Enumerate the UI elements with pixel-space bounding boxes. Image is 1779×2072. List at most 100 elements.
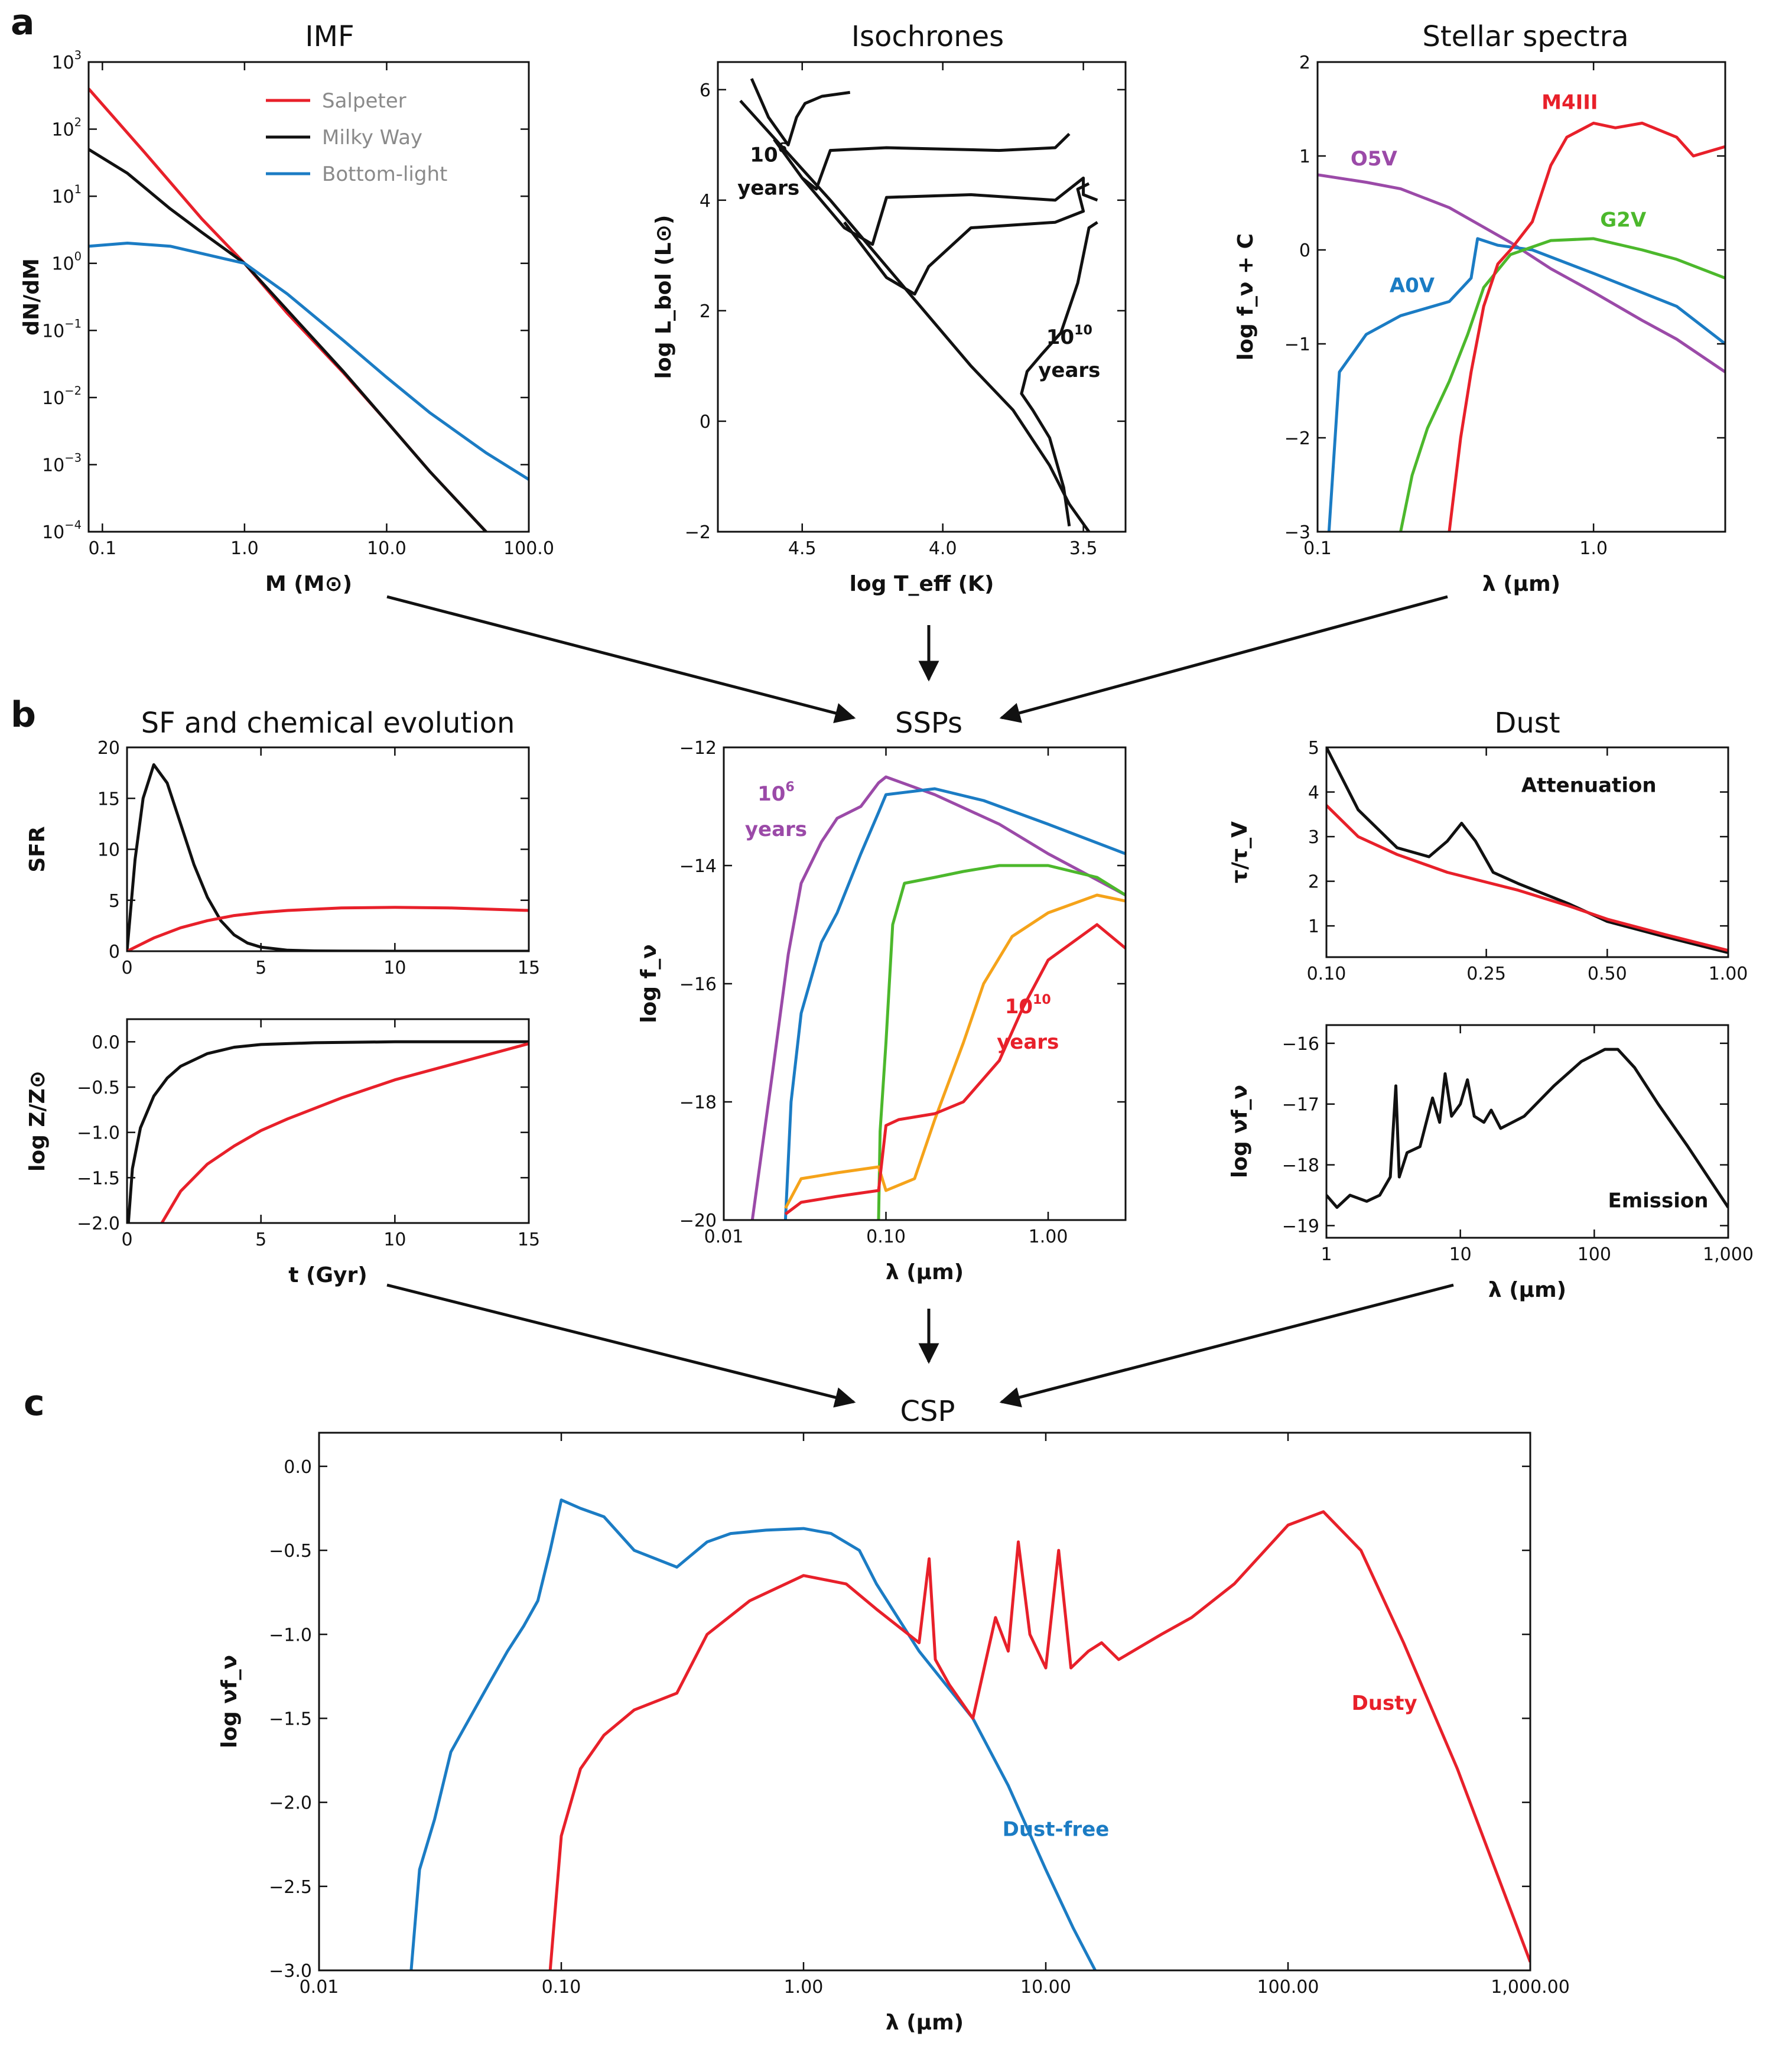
ssps-annotation: 106: [757, 779, 795, 806]
metallicity-xlabel: t (Gyr): [288, 1263, 367, 1287]
dust_attenuation-ytick-label: 5: [1308, 738, 1319, 759]
sfr-ytick-label: 10: [97, 840, 120, 861]
arrow-dust-to-csp: [999, 1283, 1454, 1408]
metallicity-series-bursty: [127, 1040, 529, 1223]
csp-ytick-label: −2.5: [269, 1877, 312, 1898]
isochrones-frame: [717, 61, 1127, 533]
imf-legend-label: Salpeter: [322, 89, 406, 113]
stellar_spectra-xtick-label: 1.0: [1579, 538, 1608, 559]
csp-ytick-label: 0.0: [284, 1457, 312, 1478]
stellar_spectra-annotation: M4III: [1541, 91, 1598, 115]
imf-frame: [87, 61, 530, 533]
stellar_spectra-annotation: G2V: [1600, 208, 1647, 232]
imf-ytick-label: 10−4: [42, 518, 82, 543]
sfr-xtick-label: 10: [383, 958, 406, 978]
dust_emission-ytick-label: −16: [1282, 1034, 1319, 1055]
imf-ytick-label-sup: −2: [64, 384, 82, 398]
isochrones-ytick-label: 2: [700, 301, 711, 322]
csp-xtick-label: 0.01: [300, 1977, 339, 1998]
imf-ytick-label: 102: [51, 116, 82, 141]
isochrones-ytick-label: 4: [700, 191, 711, 212]
imf-xtick-label: 1.0: [230, 538, 259, 559]
plot-stellar-spectra: 0.1 1.0 −3 −2 −1 0 1 2 λ (µm) log f_ν + C O5V M4III…: [1234, 53, 1726, 596]
imf-legend-label: Bottom-light: [322, 162, 447, 186]
dust_attenuation-frame: [1325, 746, 1729, 958]
sfr-frame: [126, 746, 530, 952]
dust_emission-xtick-label: 100: [1578, 1244, 1611, 1265]
sfr-xtick-label: 0: [121, 958, 132, 978]
csp-ytick-label: −1.0: [269, 1625, 312, 1645]
dust_attenuation-ytick-label: 2: [1308, 872, 1319, 893]
stellar_spectra-ytick-label: 2: [1299, 53, 1310, 73]
imf-ytick-label-sup: 3: [74, 48, 82, 62]
isochrones-series-10-6-years: [750, 78, 851, 147]
imf-ytick-label: 10−1: [42, 317, 82, 341]
title-dust: Dust: [1494, 707, 1560, 740]
stellar_spectra-series-m4iii: [1448, 121, 1725, 532]
dust_emission-ytick-label: −19: [1282, 1216, 1319, 1237]
isochrones-series-iso-3: [801, 176, 1098, 246]
dust_attenuation-xtick-label: 0.25: [1466, 964, 1506, 984]
imf-ytick-label-sup: 1: [74, 183, 82, 196]
csp-xtick-label: 100.00: [1257, 1977, 1319, 1998]
metallicity-xtick-label: 15: [518, 1229, 540, 1250]
isochrones-series-iso-2: [773, 132, 1071, 191]
imf-ytick-label-sup: −3: [64, 451, 82, 464]
csp-ytick-label: −3.0: [269, 1961, 312, 1982]
csp-series-dusty: [548, 1510, 1530, 1970]
stellar_spectra-ytick-label: −2: [1284, 428, 1310, 449]
isochrones-annotation: 106: [750, 140, 787, 167]
ssps-annotation-sup: 10: [1033, 992, 1051, 1007]
csp-ytick-label: −0.5: [269, 1541, 312, 1562]
isochrones-xtick-label: 4.0: [929, 538, 957, 559]
csp-series-dust-free: [409, 1498, 1097, 1970]
sfr-ytick-label: 5: [109, 891, 120, 912]
stellar_spectra-xtick-label: 0.1: [1303, 538, 1332, 559]
metallicity-xtick-label: 0: [121, 1229, 132, 1250]
isochrones-annotation: 1010: [1046, 323, 1092, 349]
imf-xtick-label: 10.0: [367, 538, 406, 559]
ssps-ytick-label: −16: [679, 974, 717, 995]
sfr-series-extended: [127, 906, 529, 951]
dust_emission-annotation: Emission: [1608, 1189, 1708, 1213]
sfr-series-bursty: [127, 763, 529, 951]
csp-frame: [318, 1432, 1531, 1972]
stellar_spectra-series-g2v: [1399, 237, 1725, 532]
ssps-annotation: years: [745, 818, 807, 841]
dust_attenuation-annotation: Attenuation: [1521, 774, 1657, 798]
plot-isochrones: 4.5 4.0 3.5 −2 0 2 4 6 log T_eff (K) log L_bol (L…: [652, 61, 1127, 596]
imf-ytick-label-sup: −1: [64, 317, 82, 330]
imf-xtick-label: 100.0: [503, 538, 554, 559]
imf-ytick-label: 100: [51, 250, 82, 275]
ssps-xtick-label: 0.01: [704, 1227, 744, 1247]
ssps-annotation-sup: 6: [785, 779, 794, 795]
ssps-series-10-10-years: [784, 923, 1126, 1215]
stellar_spectra-frame: [1316, 61, 1726, 533]
dust_attenuation-xtick-label: 0.10: [1307, 964, 1347, 984]
plot-sfr: 0 5 10 15 0 5 10 15 20 SFR: [25, 738, 540, 978]
dust_emission-xtick-label: 10: [1449, 1244, 1472, 1265]
csp-xlabel: λ (µm): [886, 2011, 964, 2035]
dust_emission-frame: [1325, 1024, 1729, 1239]
ssps-xtick-label: 1.00: [1029, 1227, 1068, 1247]
isochrones-ylabel: log L_bol (L⊙): [652, 215, 676, 379]
imf-legend-label: Milky Way: [322, 126, 422, 149]
metallicity-frame: [126, 1018, 530, 1224]
isochrones-ytick-label: 6: [700, 80, 711, 101]
dust_emission-ylabel: log νf_ν: [1228, 1085, 1252, 1178]
imf-ytick-label-sup: 2: [74, 116, 82, 129]
ssps-series-age-3: [877, 864, 1126, 1220]
stellar_spectra-annotation: O5V: [1351, 147, 1398, 171]
metallicity-ytick-label: −0.5: [77, 1078, 120, 1098]
ssps-series-age-2: [783, 787, 1126, 1220]
imf-ytick-label-sup: 0: [74, 250, 82, 264]
sfr-ytick-label: 20: [97, 738, 120, 759]
csp-annotation: Dust-free: [1003, 1818, 1110, 1842]
csp-xtick-label: 1,000.00: [1491, 1977, 1570, 1998]
imf-ytick-label: 103: [51, 48, 82, 73]
imf-xlabel: M (M⊙): [265, 572, 352, 596]
dust_attenuation-xtick-label: 0.50: [1588, 964, 1627, 984]
metallicity-ytick-label: −1.5: [77, 1168, 120, 1189]
metallicity-xtick-label: 10: [383, 1229, 406, 1250]
